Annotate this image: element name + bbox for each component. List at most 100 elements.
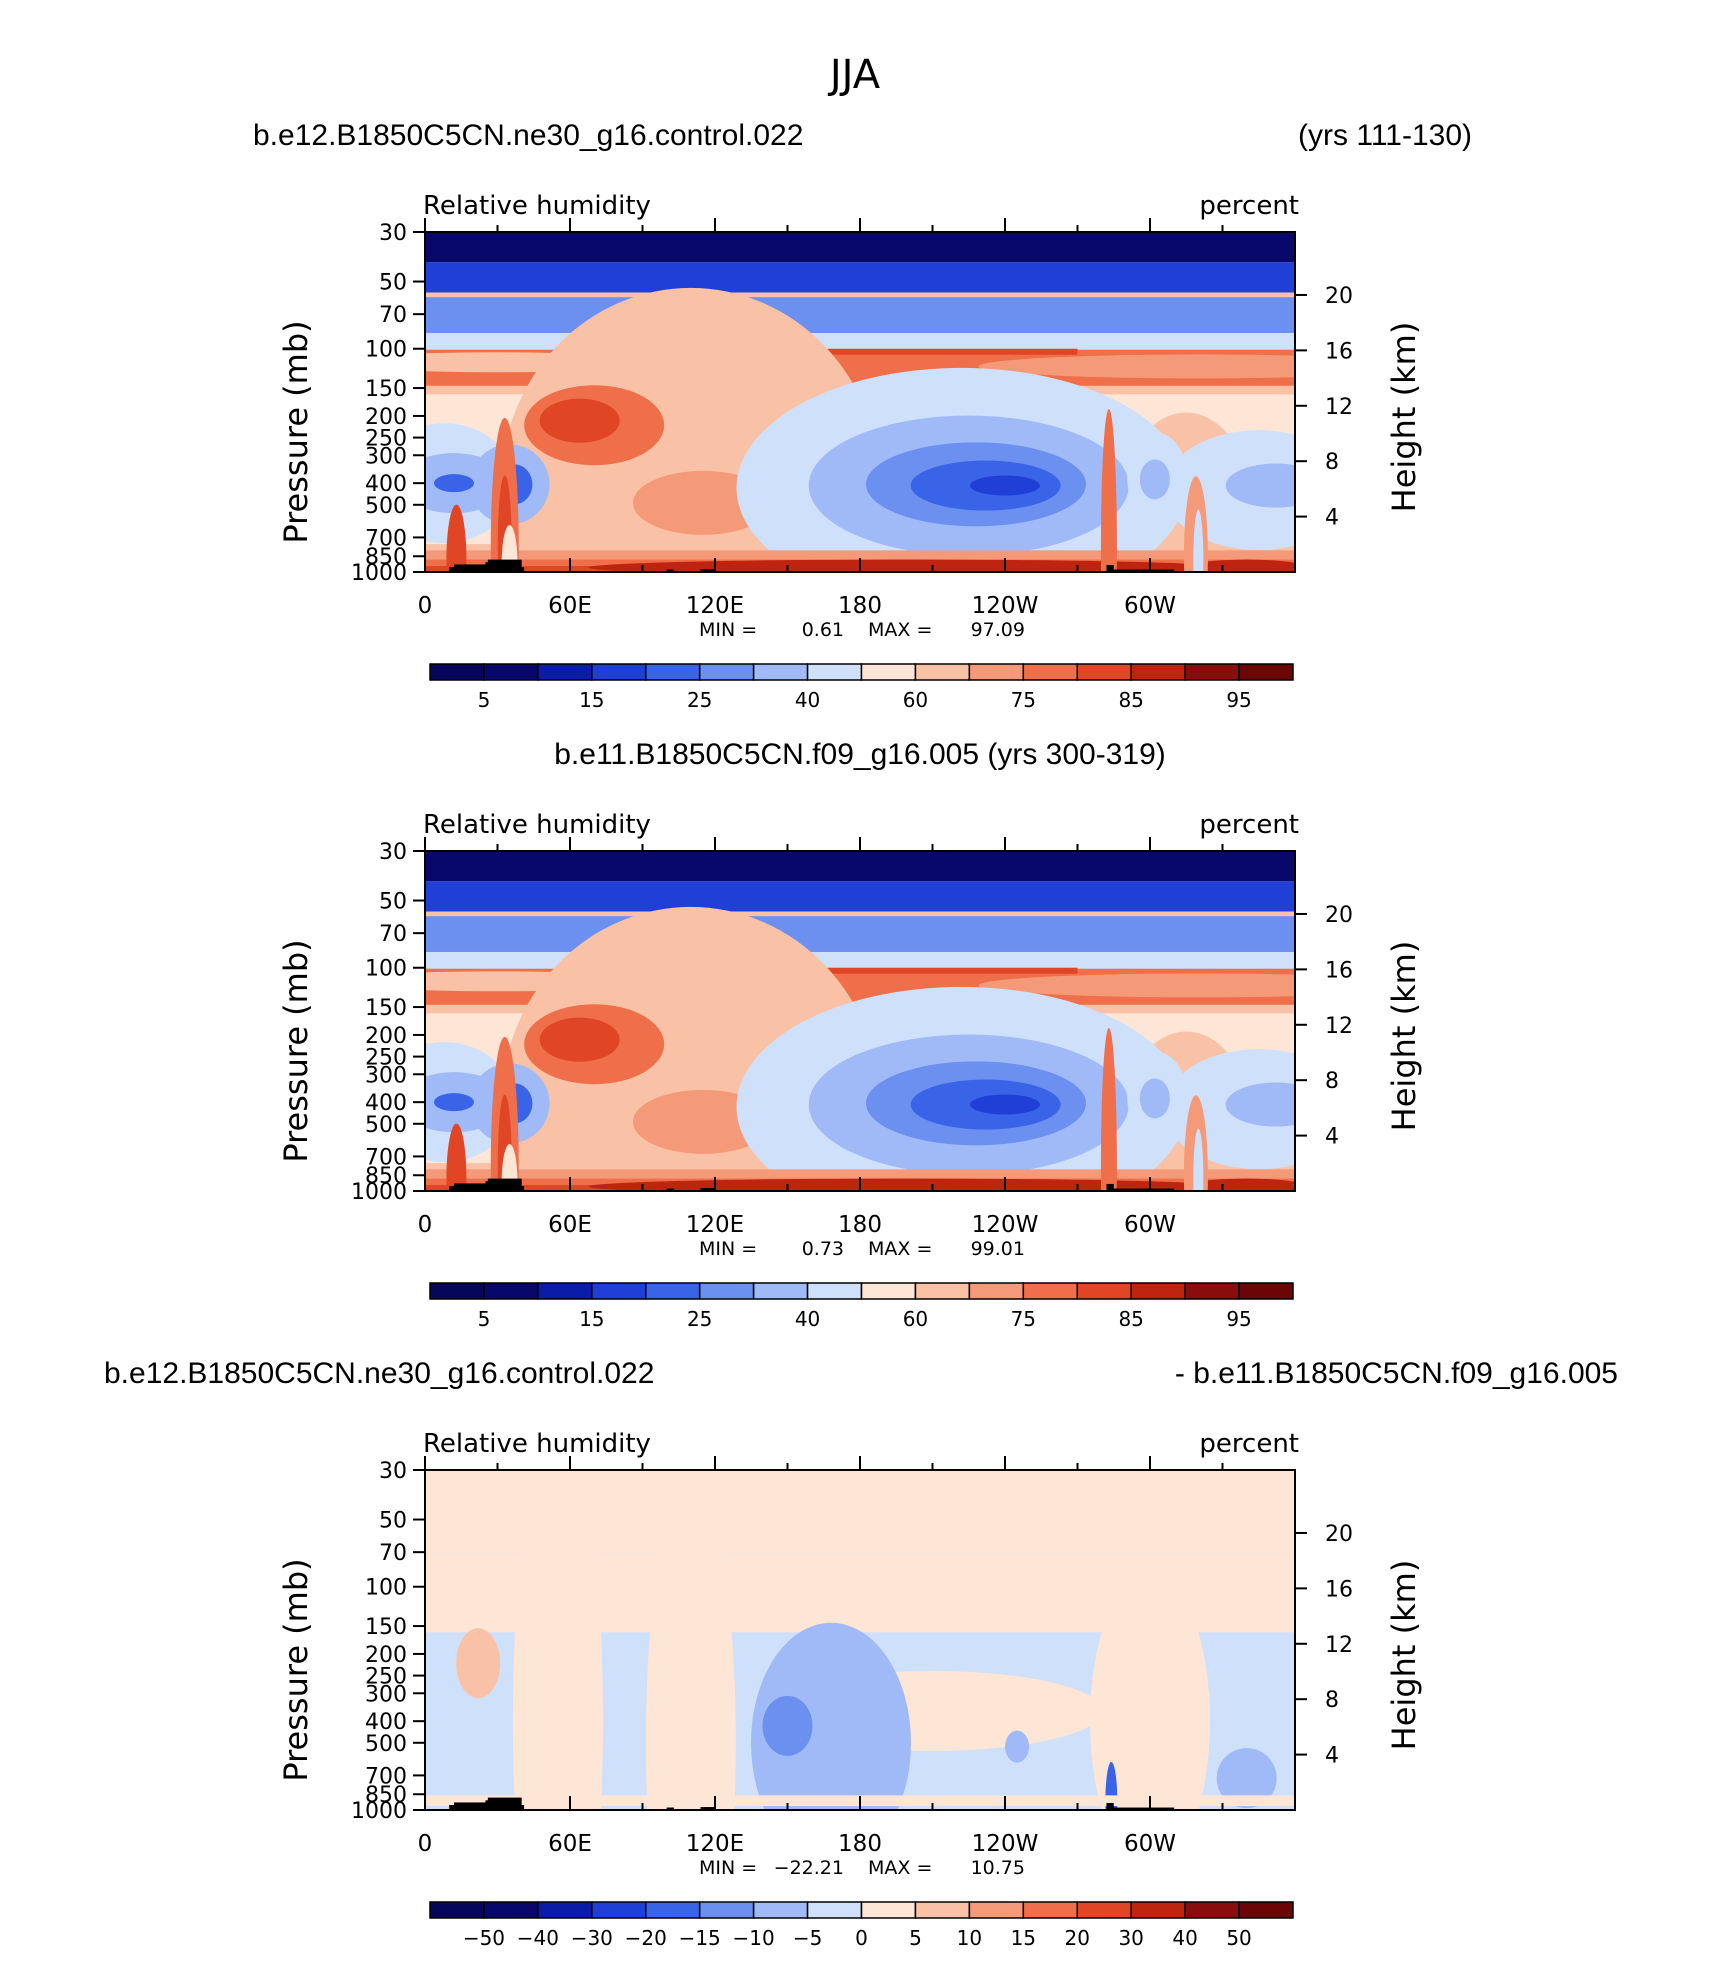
colorbar-box [645,1282,701,1300]
y-tick-label: 150 [365,1615,407,1640]
atlantic-dry-2 [1225,463,1295,508]
y-tick-label: 100 [365,1576,407,1601]
y-tick-label: 100 [365,338,407,363]
panel-3: b.e12.B1850C5CN.ne30_g16.control.022 - b.… [104,1357,1618,1950]
y-tick-label: 70 [379,922,407,947]
y-axis-label: Pressure (mb) [277,320,315,543]
max-label: MAX = [868,619,932,641]
colorbar-label: 50 [1226,1926,1251,1950]
uppertrop-east-weak [978,973,1295,998]
terrain-block [666,1807,674,1810]
colorbar-label: −20 [625,1926,667,1950]
colorbar-box [752,663,809,681]
contour-field [425,1470,1295,1810]
colorbar-label: 15 [579,1307,604,1331]
y-tick-label: 50 [379,1509,407,1534]
monsoon-upper-2 [539,398,620,443]
right-tick-label: 4 [1325,1744,1339,1769]
colorbar-box [968,1901,1025,1919]
strat-band-1 [425,232,1295,263]
colorbar-label: −50 [463,1926,505,1950]
right-axis-label: Height (km) [1385,1560,1423,1751]
terrain-block [519,1805,525,1810]
right-axis-label: Height (km) [1385,941,1423,1132]
right-tick-label: 20 [1325,284,1353,309]
colorbar-box [429,1901,485,1919]
y-axis-label: Pressure (mb) [277,939,315,1162]
y-tick-label: 700 [365,526,407,551]
diff-dry-1 [751,1622,911,1810]
right-tick-label: 20 [1325,903,1353,928]
terrain-block [1108,569,1175,572]
colorbar-box [914,1282,971,1300]
max-label: MAX = [868,1857,932,1879]
y-tick-label: 200 [365,405,407,430]
strat-band-2 [425,881,1295,912]
max-value: 97.09 [971,619,1025,641]
colorbar-box [1238,1901,1294,1919]
panels-layer: b.e12.B1850C5CN.ne30_g16.control.022 (yrs… [104,119,1618,1950]
terrain-block [1108,1807,1175,1810]
x-tick-label: 60W [1124,1831,1176,1857]
colorbar-label: 40 [795,1307,820,1331]
colorbar-box [591,663,647,681]
colorbar-label: 5 [909,1926,922,1950]
colorbar-box [1022,663,1078,681]
colorbar-box [752,1282,809,1300]
colorbar-label: 85 [1118,688,1143,712]
units-label: percent [1199,191,1299,221]
y-tick-label: 500 [365,1732,407,1757]
colorbar-box [860,1901,917,1919]
y-tick-label: 1000 [351,1180,407,1205]
colorbar-box [483,663,539,681]
colorbar-label: −10 [733,1926,775,1950]
panel-left-title: b.e12.B1850C5CN.ne30_g16.control.022 [253,119,803,152]
y-tick-label: 300 [365,1063,407,1088]
y-tick-label: 400 [365,1710,407,1735]
colorbar-box [806,1282,863,1300]
colorbar-label: 60 [903,1307,928,1331]
x-tick-label: 0 [418,1831,433,1857]
right-tick-label: 16 [1325,958,1353,983]
colorbar-box [698,1901,755,1919]
diff-moist-core [456,1628,501,1699]
colorbar-box [429,663,485,681]
colorbar-box [968,1282,1025,1300]
terrain-mask [449,1797,1175,1810]
terrain-block [487,559,522,572]
colorbar-box [645,1901,701,1919]
y-tick-label: 850 [365,1783,407,1808]
colorbar-box [1076,1282,1132,1300]
terrain-block [700,1188,715,1191]
min-label: MIN = [699,1238,757,1260]
pbl-core-atl [1186,1178,1295,1191]
right-tick-label: 16 [1325,339,1353,364]
colorbar-box [1130,663,1186,681]
y-tick-label: 100 [365,957,407,982]
right-tick-label: 4 [1325,1125,1339,1150]
colorbar-box [698,663,755,681]
x-tick-label: 120W [972,593,1039,619]
panel-left-title: b.e12.B1850C5CN.ne30_g16.control.022 [104,1357,654,1390]
contour-field [425,232,1295,572]
colorbar-box [591,1901,647,1919]
field-label: Relative humidity [423,1429,651,1459]
y-tick-label: 300 [365,444,407,469]
colorbar-box [537,1282,593,1300]
x-tick-label: 60E [548,1212,592,1238]
y-tick-label: 200 [365,1643,407,1668]
terrain-block [487,1178,522,1191]
colorbar: 5 15 25 40 60 75 85 95 [429,1282,1294,1331]
right-tick-label: 8 [1325,450,1339,475]
x-tick-label: 0 [418,593,433,619]
y-tick-label: 850 [365,545,407,570]
colorbar-label: 75 [1011,688,1036,712]
y-tick-label: 1000 [351,1799,407,1824]
tower-3 [446,1123,467,1191]
y-tick-label: 400 [365,1091,407,1116]
colorbar-box [806,663,863,681]
y-axis-label: Pressure (mb) [277,1558,315,1781]
y-tick-label: 500 [365,1113,407,1138]
right-tick-label: 8 [1325,1688,1339,1713]
